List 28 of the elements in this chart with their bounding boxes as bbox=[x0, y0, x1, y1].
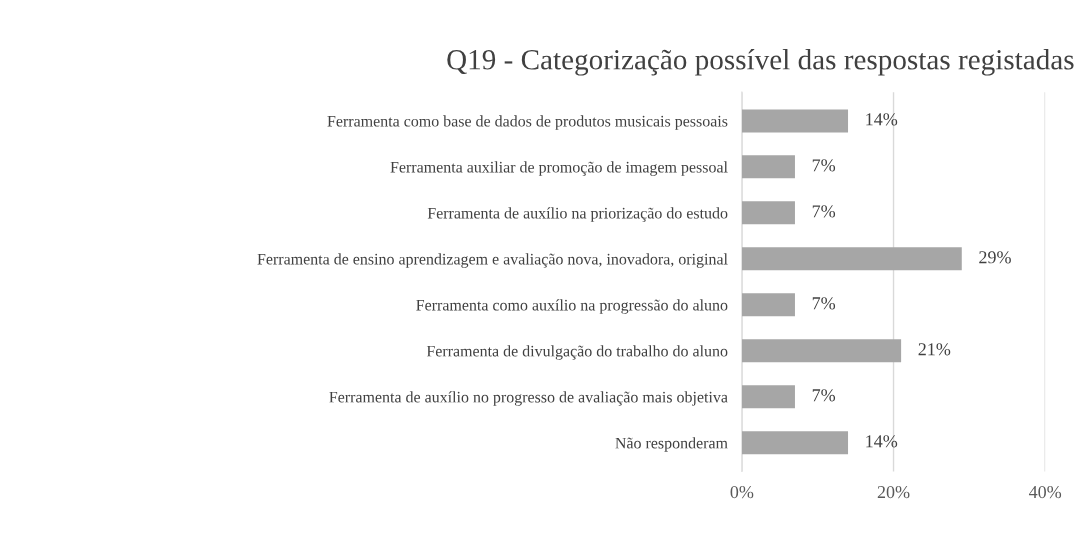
data-label: 7% bbox=[812, 159, 836, 172]
y-tick-label: Ferramenta auxiliar de promoção de imagem pessoal bbox=[390, 161, 728, 176]
x-tick-label: 20% bbox=[877, 485, 910, 499]
y-tick-label: Ferramenta de auxílio na priorização do estudo bbox=[427, 207, 728, 222]
bar bbox=[741, 201, 795, 225]
data-label: 14% bbox=[866, 113, 898, 126]
y-tick-label: Ferramenta de ensino aprendizagem e avaliação nova, inovadora, original bbox=[257, 253, 728, 268]
bar bbox=[741, 293, 795, 317]
x-tick-label: 40% bbox=[1028, 485, 1062, 499]
bar bbox=[741, 431, 849, 455]
chart-title: Q19 - Categorização possível das respostas registadas bbox=[447, 49, 1074, 76]
data-label: 29% bbox=[979, 251, 1011, 264]
data-label: 7% bbox=[812, 205, 836, 218]
bar bbox=[741, 339, 902, 363]
x-tick-label: 0% bbox=[730, 485, 754, 499]
y-tick-label: Ferramenta como base de dados de produtos musicais pessoais bbox=[327, 115, 728, 130]
y-tick-label: Ferramenta de divulgação do trabalho do aluno bbox=[426, 345, 728, 360]
data-label: 14% bbox=[866, 435, 898, 448]
data-label: 21% bbox=[918, 343, 951, 356]
bar bbox=[741, 385, 795, 409]
y-tick-label: Ferramenta de auxílio no progresso de avaliação mais objetiva bbox=[329, 391, 728, 406]
data-label: 7% bbox=[812, 389, 836, 402]
bar bbox=[741, 109, 849, 133]
data-label: 7% bbox=[812, 297, 836, 310]
y-tick-label: Não responderam bbox=[615, 437, 728, 452]
bar bbox=[741, 155, 795, 179]
bar bbox=[741, 247, 962, 271]
y-tick-label: Ferramenta como auxílio na progressão do aluno bbox=[416, 299, 728, 314]
